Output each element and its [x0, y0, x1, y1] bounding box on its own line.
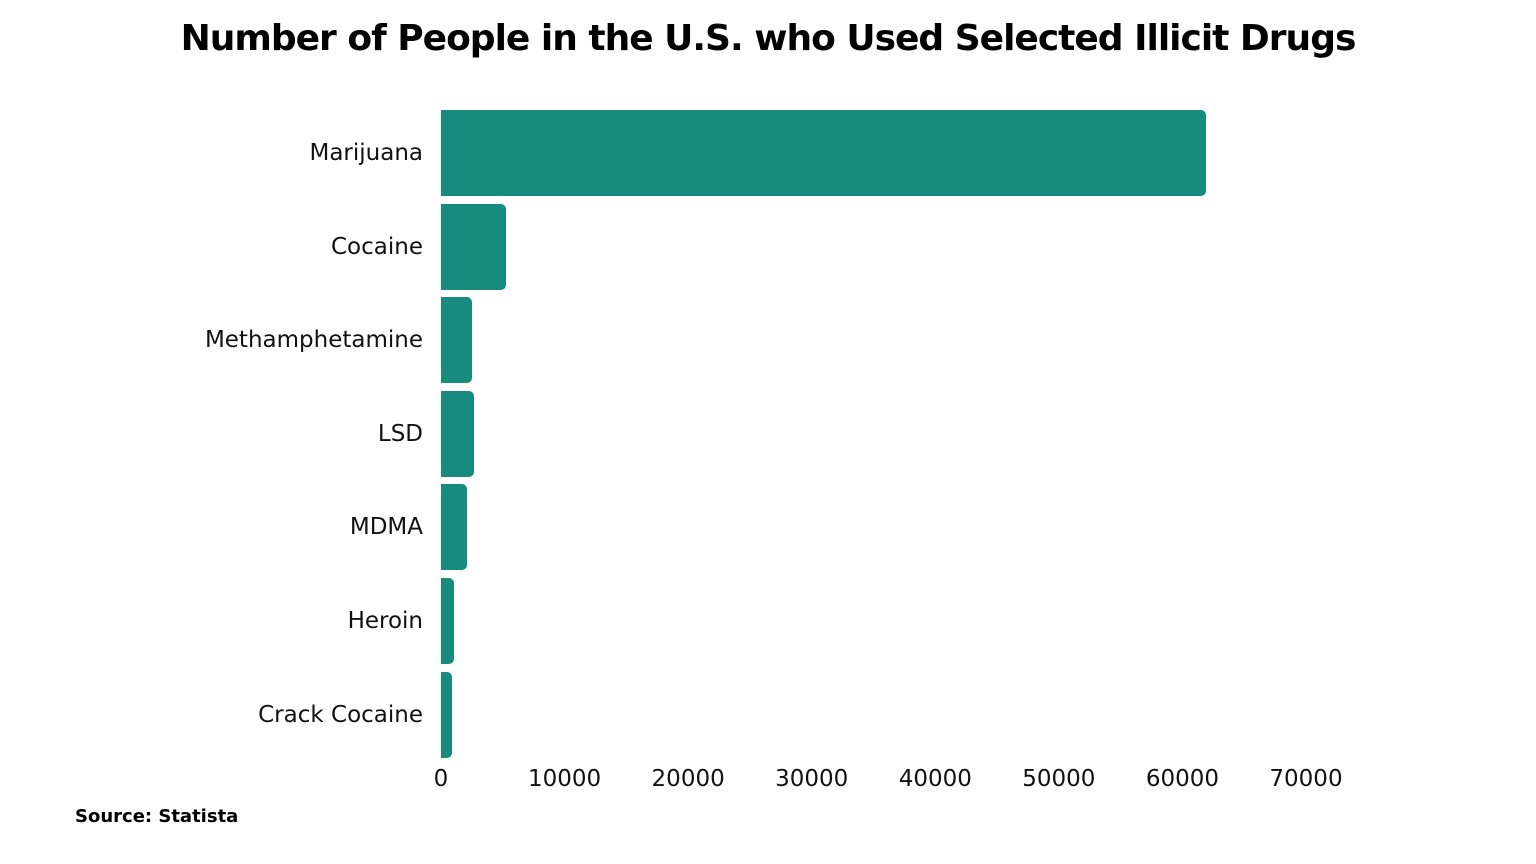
category-label: LSD: [377, 420, 423, 447]
category-label: Heroin: [347, 608, 423, 634]
x-tick-label: 10000: [527, 766, 602, 792]
x-tick-label: 40000: [898, 766, 972, 792]
x-tick-label: 50000: [1022, 766, 1096, 792]
category-label: Methamphetamine: [204, 327, 423, 354]
category-label: Crack Cocaine: [258, 701, 423, 728]
x-tick-label: 70000: [1269, 766, 1343, 792]
source-note: Source: Statista: [75, 806, 239, 827]
bar-mdma: [441, 484, 467, 571]
x-tick-label: 60000: [1145, 766, 1219, 792]
x-tick-label: 20000: [651, 766, 725, 792]
category-label: Cocaine: [331, 233, 423, 260]
category-label: Marijuana: [309, 140, 423, 166]
category-label: MDMA: [349, 514, 423, 541]
bar-marijuana: [441, 110, 1206, 196]
bar-heroin: [441, 578, 454, 664]
bar-crack-cocaine: [441, 671, 453, 758]
bar-cocaine: [441, 203, 506, 290]
chart-title: Number of People in the U.S. who Used Se…: [180, 18, 1357, 59]
x-tick-label: 30000: [775, 766, 849, 792]
bar-methamphetamine: [441, 297, 472, 384]
bar-lsd: [441, 390, 474, 477]
x-tick-label: 0: [433, 766, 449, 792]
